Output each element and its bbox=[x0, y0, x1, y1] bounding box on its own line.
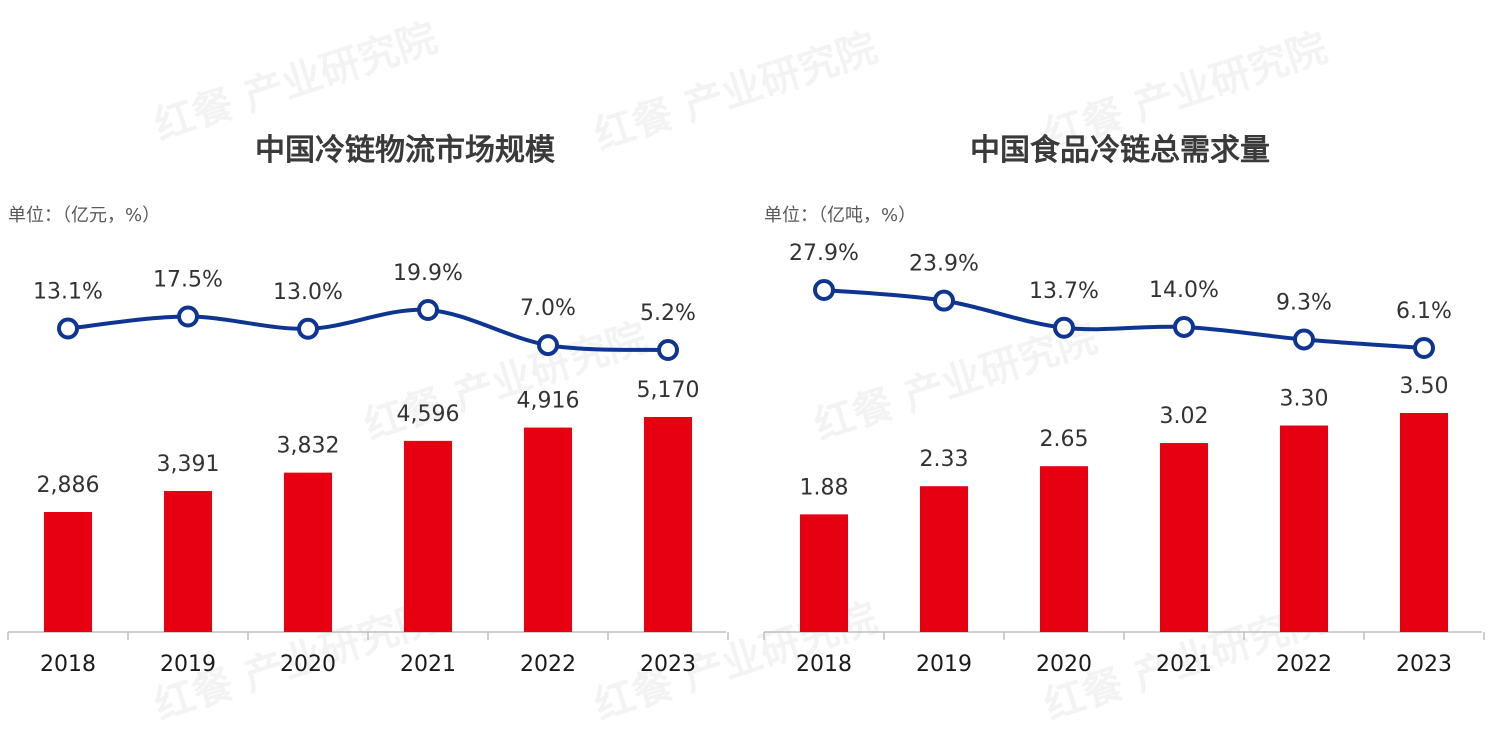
bar bbox=[1280, 425, 1328, 632]
line-data-label: 23.9% bbox=[909, 252, 979, 277]
bar bbox=[1400, 413, 1448, 632]
growth-rate-line bbox=[823, 288, 1425, 350]
line-data-label: 27.9% bbox=[789, 241, 859, 266]
bar-data-label: 2.33 bbox=[920, 447, 969, 472]
line-data-label: 5.2% bbox=[640, 301, 696, 326]
chart-title: 中国冷链物流市场规模 bbox=[255, 133, 555, 168]
bar-data-label: 3.50 bbox=[1400, 374, 1449, 399]
x-tick-label: 2023 bbox=[640, 652, 696, 677]
line-point bbox=[1173, 315, 1195, 338]
line-data-label: 6.1% bbox=[1396, 299, 1452, 324]
unit-label: 单位：（亿元，%） bbox=[8, 205, 160, 226]
line-data-label: 13.7% bbox=[1029, 279, 1099, 304]
chart-panel-market-size: 中国冷链物流市场规模 单位：（亿元，%） 2,886 2018 3,391 2019 3… bbox=[7, 133, 729, 677]
line-point bbox=[933, 289, 955, 312]
x-tick-label: 2022 bbox=[520, 652, 576, 677]
line-data-label: 13.0% bbox=[273, 280, 343, 305]
watermark-mark: 红餐 产业研究院 bbox=[359, 315, 653, 450]
x-tick-label: 2020 bbox=[1036, 652, 1092, 677]
bar bbox=[1160, 443, 1208, 632]
x-tick-label: 2018 bbox=[40, 652, 96, 677]
bar-data-label: 1.88 bbox=[800, 475, 849, 500]
x-tick-label: 2022 bbox=[1276, 652, 1332, 677]
line-point bbox=[177, 305, 199, 328]
bar bbox=[524, 427, 572, 632]
line-data-label: 14.0% bbox=[1149, 278, 1219, 303]
line-data-label: 7.0% bbox=[520, 296, 576, 321]
line-data-label: 9.3% bbox=[1276, 290, 1332, 315]
line-point bbox=[657, 339, 679, 361]
x-tick-label: 2018 bbox=[796, 652, 852, 677]
chart-panel-food-demand: 中国食品冷链总需求量 单位：（亿吨，%） 1.88 2018 2.33 2019 2.6… bbox=[763, 133, 1485, 677]
x-tick-label: 2023 bbox=[1396, 652, 1452, 677]
line-point bbox=[1293, 328, 1315, 351]
bar bbox=[800, 514, 848, 632]
bar-data-label: 4,596 bbox=[397, 402, 460, 427]
line-point bbox=[1053, 316, 1075, 339]
bar bbox=[164, 490, 212, 632]
line-point bbox=[1413, 337, 1435, 359]
bar-data-label: 5,170 bbox=[637, 378, 700, 403]
line-data-label: 17.5% bbox=[153, 268, 223, 293]
chart-title: 中国食品冷链总需求量 bbox=[970, 133, 1270, 168]
bar-data-label: 2.65 bbox=[1040, 427, 1089, 452]
line-point bbox=[57, 317, 79, 340]
line-data-label: 13.1% bbox=[33, 280, 103, 305]
x-tick-label: 2020 bbox=[280, 652, 336, 677]
line-point bbox=[297, 317, 319, 340]
line-point bbox=[537, 334, 559, 357]
bar bbox=[284, 472, 332, 632]
bar bbox=[44, 511, 92, 632]
watermark-mark: 红餐 产业研究院 bbox=[589, 25, 883, 160]
x-tick-label: 2021 bbox=[400, 652, 456, 677]
bar-data-label: 3,391 bbox=[157, 452, 220, 477]
x-tick-label: 2019 bbox=[160, 652, 216, 677]
line-point bbox=[813, 279, 835, 301]
bar-data-label: 4,916 bbox=[517, 389, 580, 414]
x-tick-label: 2019 bbox=[916, 652, 972, 677]
watermark-mark: 红餐 产业研究院 bbox=[149, 15, 443, 150]
bar bbox=[1040, 466, 1088, 632]
bar-data-label: 3.30 bbox=[1280, 387, 1329, 412]
line-point bbox=[417, 299, 439, 321]
bar bbox=[920, 486, 968, 632]
bar-data-label: 2,886 bbox=[37, 473, 100, 498]
bar-data-label: 3,832 bbox=[277, 434, 340, 459]
bar-data-label: 3.02 bbox=[1160, 404, 1209, 429]
x-tick-label: 2021 bbox=[1156, 652, 1212, 677]
line-data-label: 19.9% bbox=[393, 261, 463, 286]
bar bbox=[644, 417, 692, 632]
unit-label: 单位：（亿吨，%） bbox=[764, 205, 916, 226]
bar bbox=[404, 440, 452, 632]
